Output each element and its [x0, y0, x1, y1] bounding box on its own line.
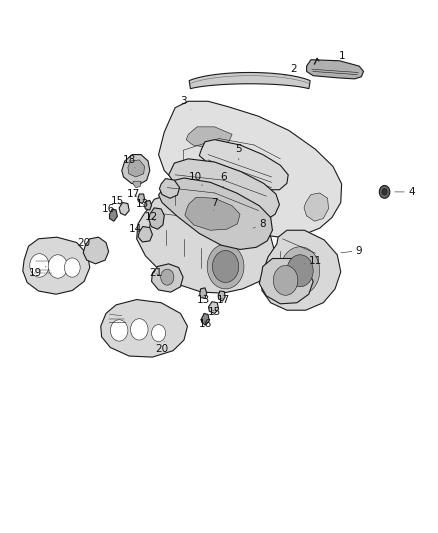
Text: 16: 16 — [102, 205, 115, 214]
Polygon shape — [185, 197, 240, 230]
Polygon shape — [186, 127, 232, 148]
Text: 2: 2 — [285, 64, 297, 76]
Text: 16: 16 — [198, 319, 212, 328]
Polygon shape — [159, 179, 180, 198]
Polygon shape — [159, 101, 342, 237]
Circle shape — [48, 255, 67, 278]
Text: 15: 15 — [208, 307, 221, 317]
Circle shape — [382, 189, 387, 195]
Text: 17: 17 — [127, 189, 140, 199]
Circle shape — [273, 265, 298, 295]
Text: 5: 5 — [235, 144, 242, 160]
Polygon shape — [122, 155, 150, 184]
Circle shape — [30, 254, 49, 277]
Text: 1: 1 — [334, 51, 345, 61]
Circle shape — [64, 258, 80, 277]
Circle shape — [287, 255, 313, 287]
Polygon shape — [138, 227, 152, 242]
Text: 20: 20 — [155, 341, 169, 354]
Polygon shape — [145, 200, 152, 210]
Text: 6: 6 — [220, 172, 227, 187]
Text: 4: 4 — [395, 187, 415, 197]
Polygon shape — [83, 237, 109, 264]
Polygon shape — [149, 208, 164, 229]
Circle shape — [212, 251, 239, 282]
Circle shape — [280, 247, 320, 295]
Text: 11: 11 — [304, 256, 322, 266]
Text: 14: 14 — [129, 224, 142, 234]
Polygon shape — [208, 302, 219, 313]
Polygon shape — [307, 60, 364, 79]
Text: 7: 7 — [211, 198, 218, 211]
Circle shape — [131, 319, 148, 340]
Circle shape — [379, 185, 390, 198]
Text: 9: 9 — [341, 246, 363, 255]
Polygon shape — [259, 259, 313, 304]
Polygon shape — [110, 209, 117, 221]
Text: 18: 18 — [123, 155, 136, 168]
Polygon shape — [137, 193, 275, 293]
Polygon shape — [262, 230, 341, 310]
Text: 20: 20 — [78, 238, 91, 247]
Polygon shape — [128, 160, 145, 177]
Circle shape — [152, 325, 166, 342]
Text: 21: 21 — [149, 268, 162, 278]
Polygon shape — [101, 300, 187, 357]
Text: 19: 19 — [29, 266, 46, 278]
Text: 12: 12 — [145, 212, 158, 222]
Circle shape — [207, 244, 244, 289]
Text: 13: 13 — [197, 295, 210, 304]
Circle shape — [161, 269, 174, 285]
Text: 10: 10 — [188, 172, 202, 185]
Polygon shape — [218, 291, 225, 301]
Polygon shape — [304, 193, 328, 221]
Polygon shape — [201, 313, 209, 325]
Polygon shape — [133, 181, 141, 188]
Text: 3: 3 — [180, 96, 191, 110]
Text: 8: 8 — [253, 219, 266, 229]
Text: 15: 15 — [111, 197, 124, 206]
Polygon shape — [200, 288, 207, 298]
Polygon shape — [23, 237, 90, 294]
Circle shape — [110, 320, 128, 341]
Polygon shape — [119, 203, 129, 215]
Polygon shape — [169, 159, 279, 223]
Polygon shape — [199, 140, 288, 190]
Polygon shape — [152, 264, 183, 292]
Text: 17: 17 — [217, 295, 230, 304]
Polygon shape — [138, 194, 145, 204]
Polygon shape — [189, 72, 310, 88]
Polygon shape — [159, 178, 272, 249]
Text: 13: 13 — [136, 199, 149, 208]
